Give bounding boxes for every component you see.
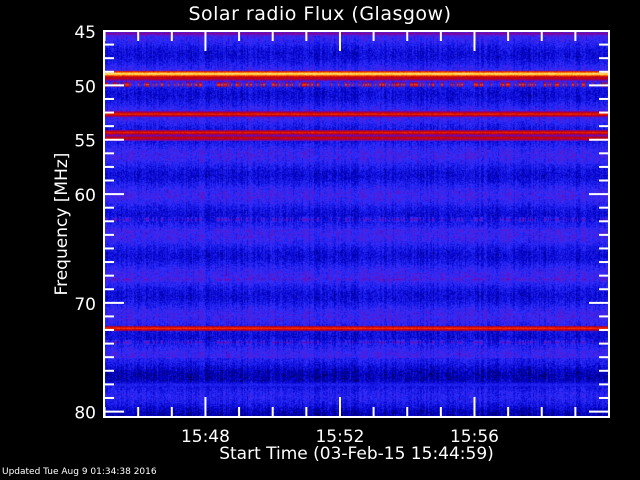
y-axis-label: Frequency [MHz] bbox=[52, 152, 72, 296]
x-tick-label: 15:48 bbox=[181, 427, 230, 447]
y-tick-label: 45 bbox=[74, 23, 96, 43]
plot-frame bbox=[103, 30, 610, 418]
chart-title: Solar radio Flux (Glasgow) bbox=[188, 3, 452, 25]
y-tick-label: 80 bbox=[74, 404, 96, 424]
y-tick-label: 55 bbox=[74, 132, 96, 152]
spectrogram-heatmap bbox=[104, 31, 609, 417]
y-tick-label: 50 bbox=[74, 77, 96, 97]
y-tick-label: 70 bbox=[74, 295, 96, 315]
x-axis-label: Start Time (03-Feb-15 15:44:59) bbox=[219, 444, 494, 464]
updated-timestamp: Updated Tue Aug 9 01:34:38 2016 bbox=[2, 467, 157, 477]
x-tick-label: 15:52 bbox=[315, 427, 364, 447]
y-tick-label: 60 bbox=[74, 186, 96, 206]
x-tick-label: 15:56 bbox=[450, 427, 499, 447]
